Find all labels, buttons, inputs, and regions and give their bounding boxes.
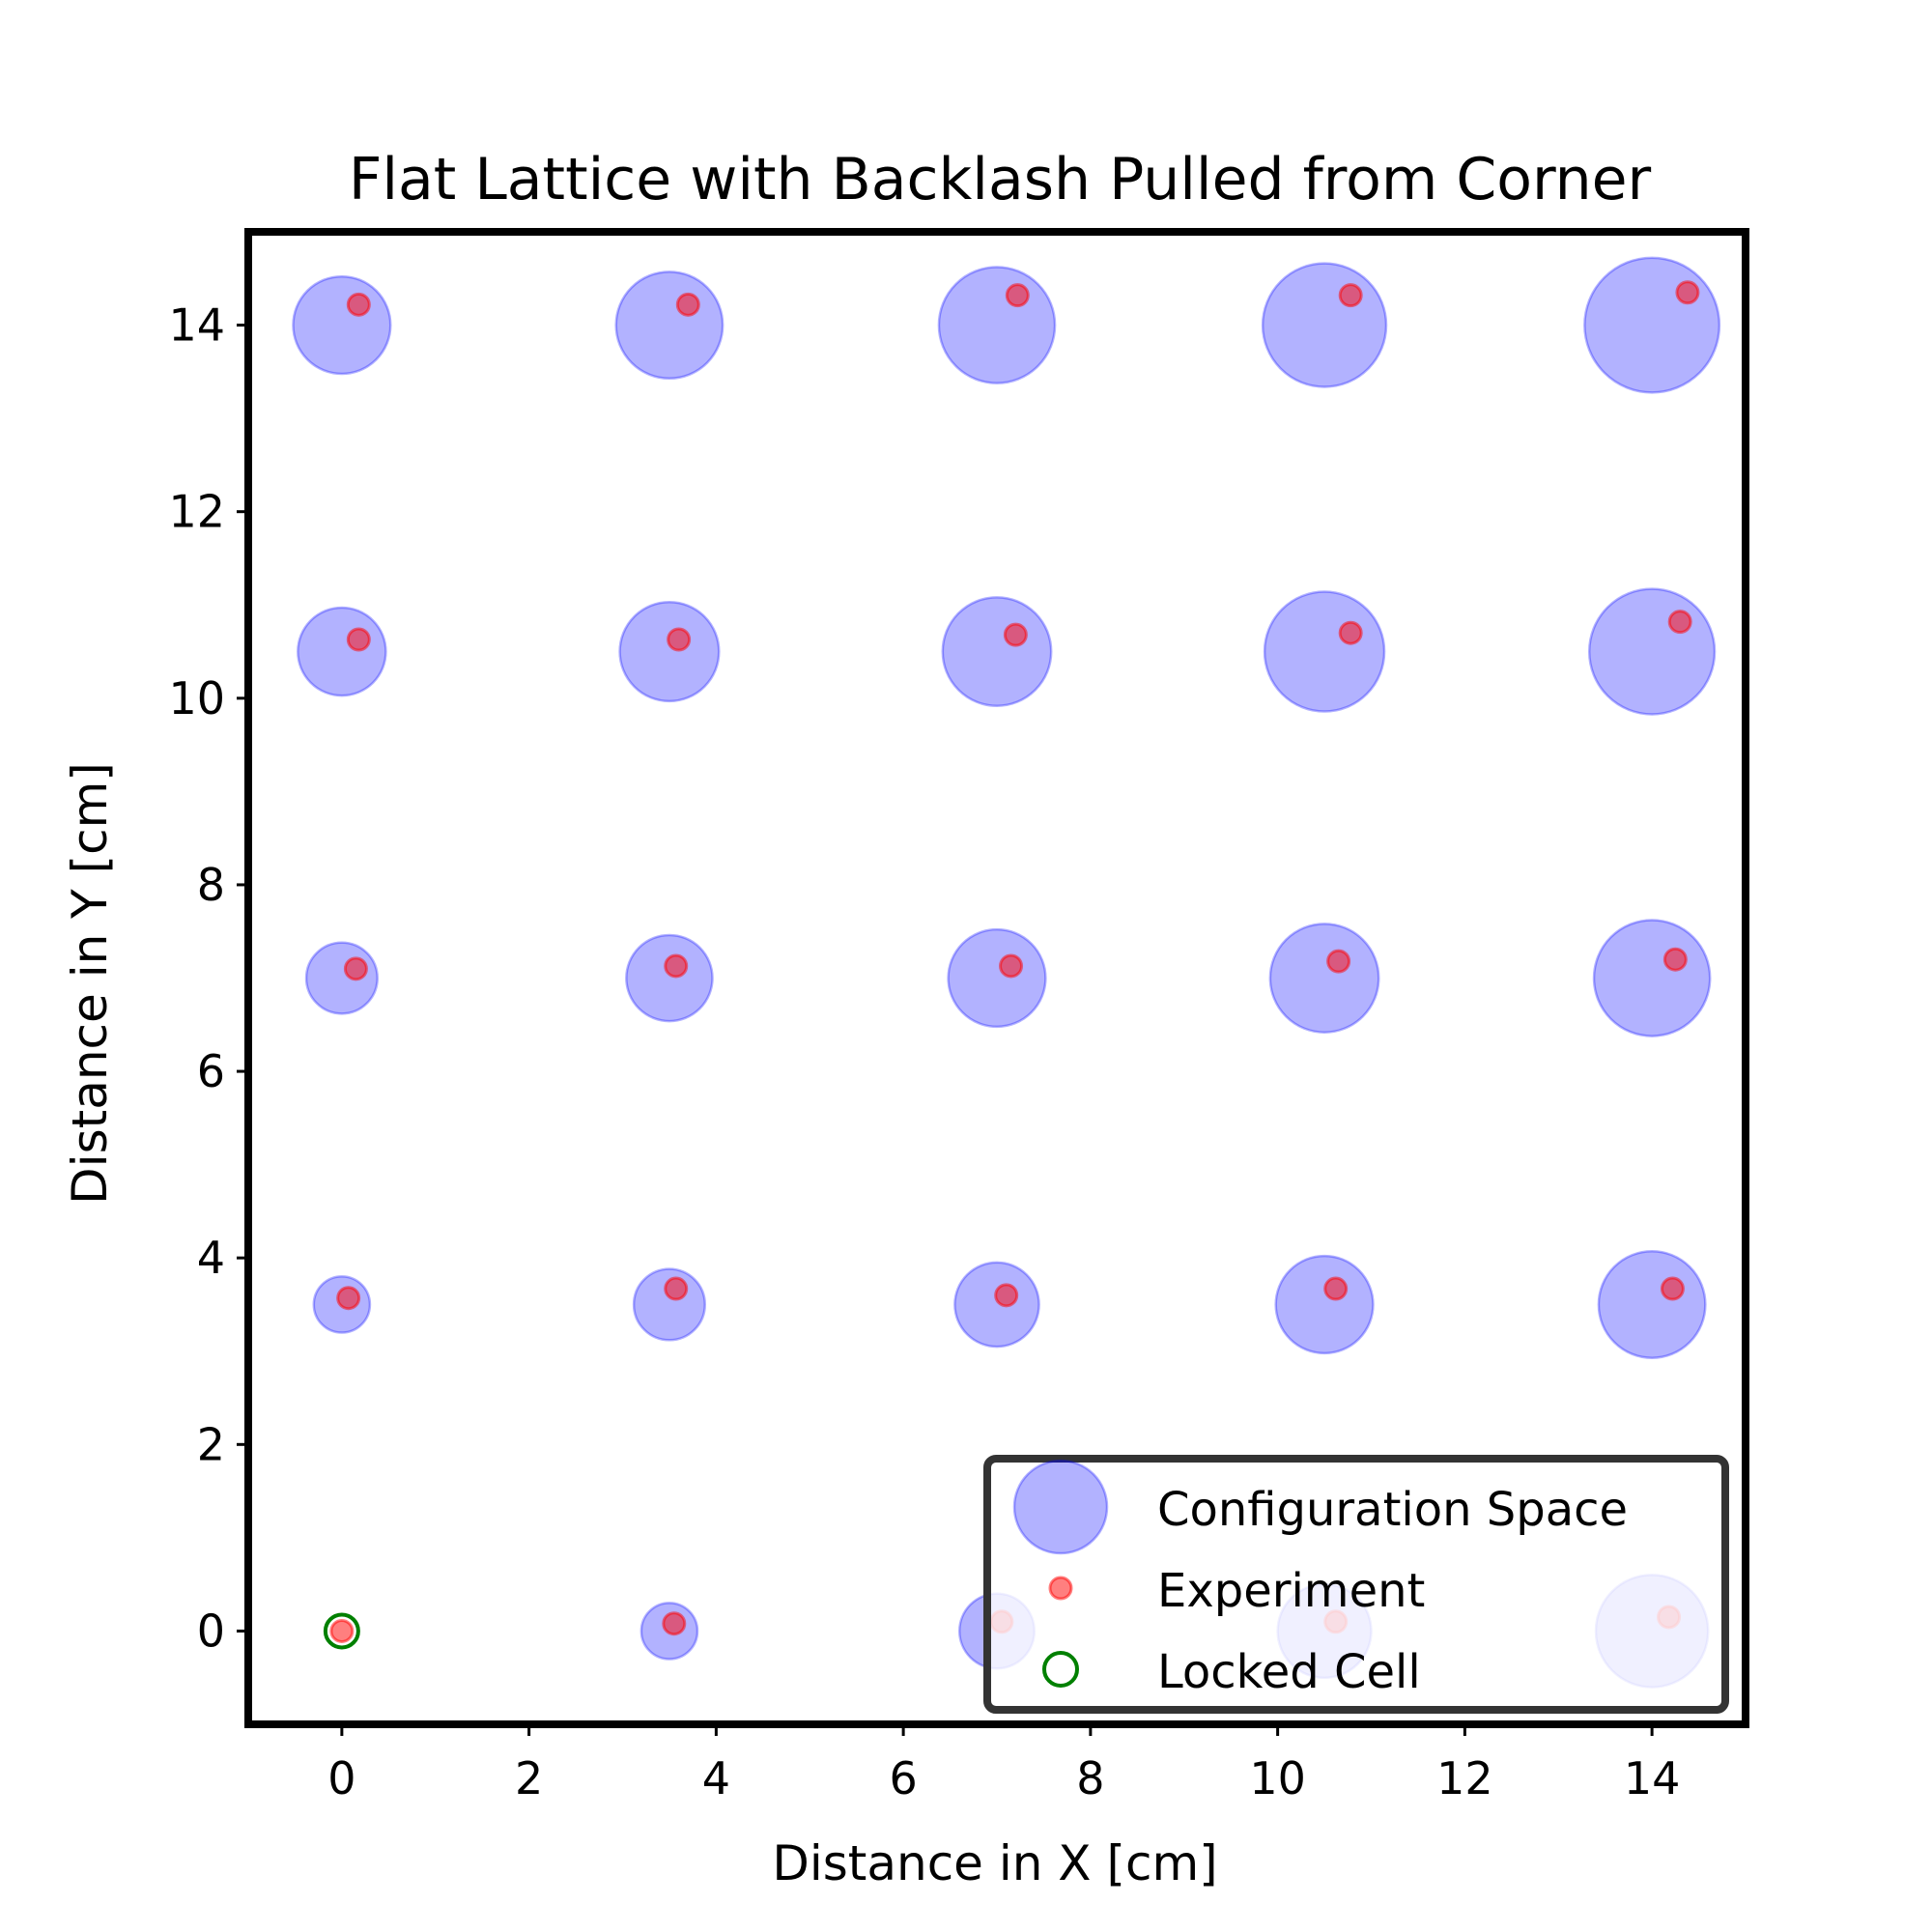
x-tick-label: 4: [702, 1752, 730, 1804]
legend: Configuration Space Experiment Locked Cell: [983, 1455, 1729, 1714]
x-tick-label: 14: [1624, 1752, 1681, 1804]
configuration-space-marker: [625, 933, 714, 1023]
experiment-marker: [1323, 1276, 1349, 1301]
configuration-space-marker: [614, 270, 724, 381]
configuration-space-marker: [304, 941, 379, 1015]
experiment-marker: [1003, 622, 1028, 647]
legend-box: [983, 1455, 1729, 1714]
experiment-marker: [994, 1283, 1019, 1308]
experiment-marker: [1667, 610, 1692, 635]
experiment-marker: [1005, 283, 1030, 308]
experiment-marker: [1326, 949, 1351, 974]
experiment-marker: [675, 292, 700, 317]
locked-cell-marker: [323, 1612, 360, 1650]
configuration-space-marker: [1268, 923, 1380, 1034]
x-tick-label: 6: [889, 1752, 917, 1804]
configuration-space-marker: [953, 1261, 1040, 1349]
experiment-marker: [346, 627, 371, 652]
x-tick-label: 12: [1436, 1752, 1493, 1804]
x-tick-label: 8: [1076, 1752, 1104, 1804]
configuration-space-marker: [1583, 256, 1721, 394]
y-axis-label: Distance in Y [cm]: [62, 762, 118, 1205]
experiment-marker: [1338, 283, 1363, 308]
experiment-marker: [664, 953, 689, 979]
experiment-marker: [1675, 280, 1700, 305]
experiment-marker: [336, 1286, 361, 1311]
y-tick-label: 4: [197, 1232, 225, 1284]
experiment-marker: [667, 627, 692, 652]
chart-title: Flat Lattice with Backlash Pulled from C…: [349, 146, 1652, 213]
x-tick-label: 10: [1249, 1752, 1306, 1804]
experiment-marker: [1338, 620, 1363, 645]
y-tick-label: 0: [197, 1605, 225, 1657]
experiment-marker: [999, 953, 1024, 979]
configuration-space-marker: [292, 274, 392, 376]
legend-label: Configuration Space: [1157, 1483, 1628, 1537]
configuration-space-marker: [941, 596, 1053, 707]
configuration-space-marker: [1261, 262, 1388, 388]
configuration-space-marker: [937, 266, 1057, 384]
y-tick-label: 10: [168, 672, 225, 724]
x-axis-label: Distance in X [cm]: [772, 1835, 1217, 1891]
configuration-space-marker: [1597, 1250, 1707, 1359]
configuration-space-marker: [1592, 919, 1712, 1037]
configuration-space-marker: [947, 927, 1047, 1029]
legend-configuration-space-marker: [1012, 1459, 1109, 1555]
legend-experiment-marker: [1048, 1576, 1073, 1601]
configuration-space-marker: [1263, 590, 1386, 713]
experiment-marker: [662, 1611, 687, 1636]
experiment-marker: [343, 956, 368, 981]
experiment-marker: [1660, 1276, 1685, 1301]
configuration-space-marker: [297, 606, 387, 697]
y-tick-label: 6: [197, 1045, 225, 1097]
y-tick-label: 8: [197, 859, 225, 911]
plot-frame: [244, 228, 1749, 1728]
y-tick-label: 14: [168, 299, 225, 352]
experiment-marker: [346, 292, 371, 317]
experiment-marker: [664, 1276, 689, 1301]
experiment-marker: [329, 1618, 355, 1643]
legend-locked-cell-marker: [1042, 1651, 1079, 1688]
y-tick-label: 12: [168, 486, 225, 538]
configuration-space-marker: [618, 600, 721, 703]
legend-label: Experiment: [1157, 1564, 1425, 1618]
axis-ticks: 0 2 4 6 8 10 12 14 0 2 4 6 8 10 12 14: [168, 299, 1680, 1804]
configuration-space-marker: [1274, 1254, 1375, 1355]
x-tick-label: 0: [327, 1752, 355, 1804]
x-tick-label: 2: [515, 1752, 543, 1804]
y-tick-label: 2: [197, 1418, 225, 1470]
experiment-marker: [1662, 947, 1688, 972]
legend-label: Locked Cell: [1157, 1645, 1421, 1699]
configuration-space-marker: [1587, 587, 1717, 716]
